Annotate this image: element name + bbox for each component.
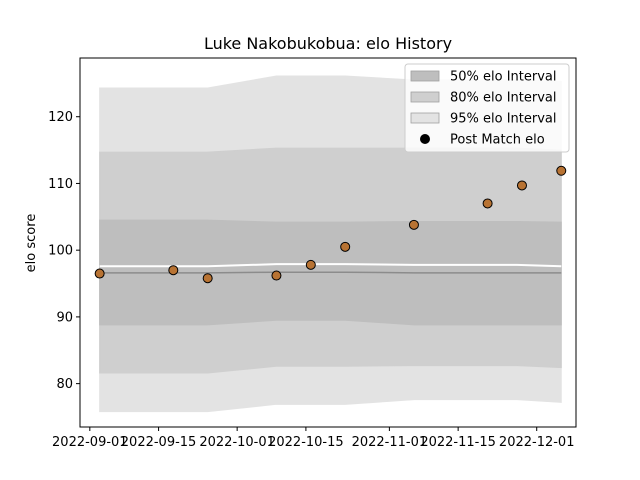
post-match-point: [168, 265, 179, 276]
legend-swatch: [410, 70, 440, 82]
x-tick-label: 2022-10-15: [268, 435, 344, 450]
post-match-point: [305, 259, 316, 270]
x-tick-label: 2022-12-01: [499, 435, 575, 450]
post-match-point: [340, 241, 351, 252]
legend-label: 95% elo Interval: [450, 112, 557, 127]
post-match-point: [516, 180, 527, 191]
x-tick-label: 2022-11-01: [352, 435, 428, 450]
legend-label: 80% elo Interval: [450, 91, 557, 106]
legend-marker: [420, 134, 430, 144]
post-match-point: [482, 198, 493, 209]
legend-label: Post Match elo: [450, 133, 545, 148]
legend-swatch: [410, 91, 440, 103]
post-match-point: [271, 270, 282, 281]
median-line: [99, 263, 562, 268]
y-tick-label: 80: [56, 377, 73, 392]
y-tick-label: 100: [48, 244, 73, 259]
x-tick-label: 2022-09-01: [52, 435, 128, 450]
x-tick-label: 2022-10-01: [199, 435, 275, 450]
y-tick-label: 120: [48, 110, 73, 125]
y-tick-label: 90: [56, 310, 73, 325]
legend: 50% elo Interval 80% elo Interval 95% elo …: [404, 63, 570, 153]
axes-frame: [79, 57, 577, 428]
legend-box: [404, 63, 570, 153]
legend-swatch: [410, 112, 440, 124]
y-axis-ticks: 80 90 100 110 120: [48, 110, 80, 392]
legend-label: 50% elo Interval: [450, 70, 557, 85]
y-tick-label: 110: [48, 177, 73, 192]
post-match-point: [556, 165, 567, 176]
chart-title: Luke Nakobukobua: elo History: [204, 34, 452, 53]
y-axis-label: elo score: [24, 214, 39, 273]
plot-area: [94, 75, 567, 413]
post-match-point: [94, 268, 105, 279]
post-match-point: [202, 273, 213, 284]
mean-line: [99, 271, 562, 274]
x-tick-label: 2022-11-15: [420, 435, 496, 450]
post-match-point: [408, 219, 419, 230]
x-tick-label: 2022-09-15: [121, 435, 197, 450]
